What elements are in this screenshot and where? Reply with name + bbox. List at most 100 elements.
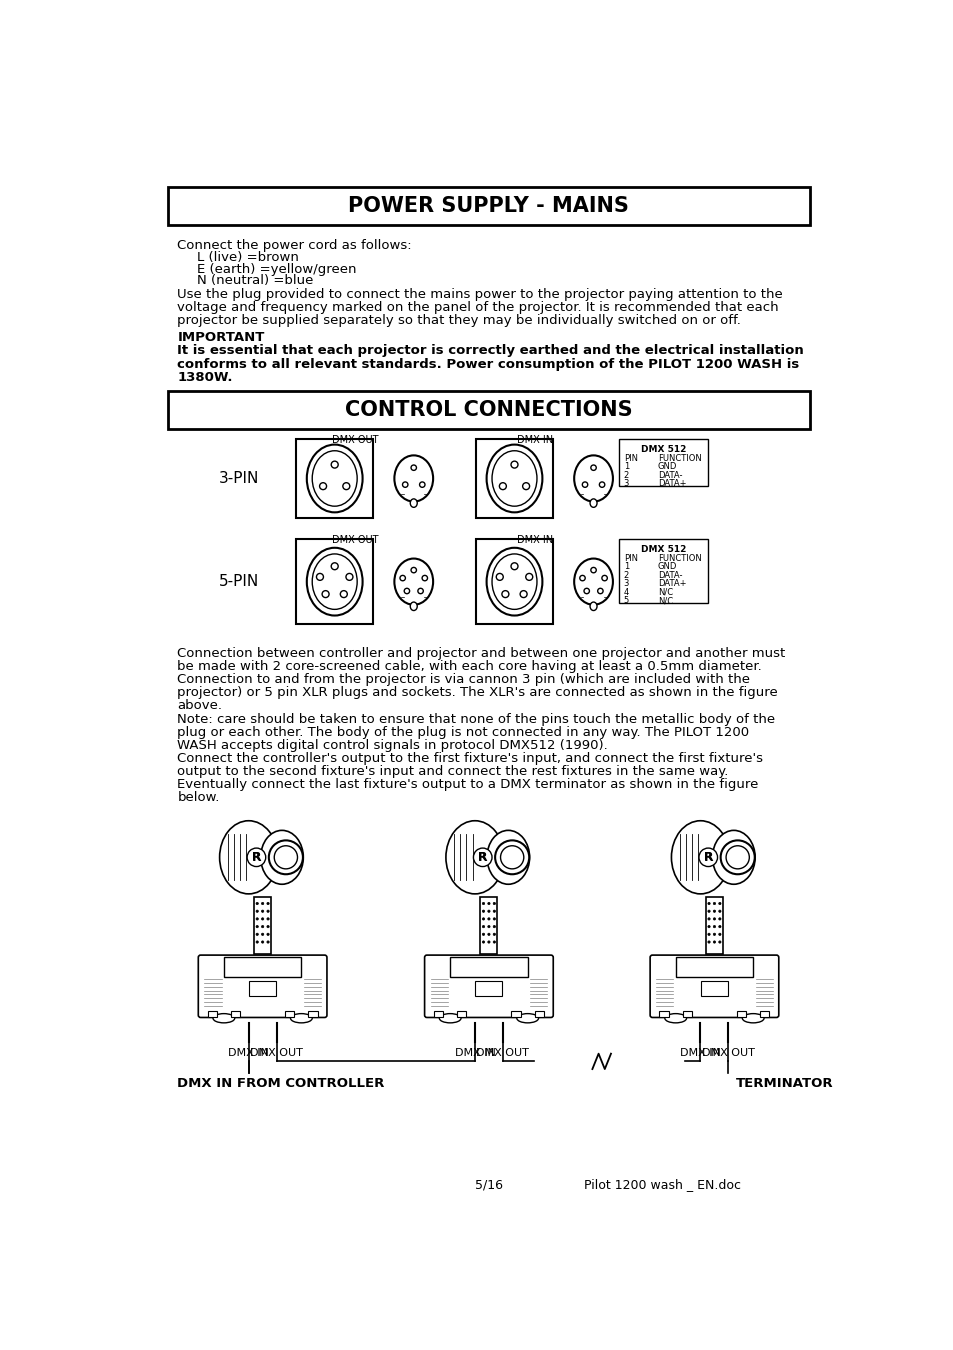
Circle shape <box>493 918 495 921</box>
Circle shape <box>255 918 258 921</box>
Text: Connect the controller's output to the first fixture's input, and connect the fi: Connect the controller's output to the f… <box>177 752 762 765</box>
Circle shape <box>707 926 709 927</box>
Text: DATA-: DATA- <box>658 471 681 479</box>
Circle shape <box>411 567 416 572</box>
Text: IMPORTANT: IMPORTANT <box>177 331 265 344</box>
Text: 3: 3 <box>623 479 628 489</box>
Circle shape <box>707 918 709 921</box>
Bar <box>659 1011 668 1017</box>
Text: 4: 4 <box>623 587 628 597</box>
Circle shape <box>500 845 523 869</box>
Text: 1: 1 <box>623 563 628 571</box>
Circle shape <box>713 910 715 913</box>
Bar <box>705 898 722 953</box>
Circle shape <box>261 933 264 936</box>
Circle shape <box>519 591 527 598</box>
Ellipse shape <box>410 602 416 610</box>
Ellipse shape <box>486 830 529 884</box>
FancyBboxPatch shape <box>649 954 778 1018</box>
Text: DMX 512: DMX 512 <box>640 444 685 454</box>
Circle shape <box>482 910 484 913</box>
Text: L (live) =brown: L (live) =brown <box>196 251 298 265</box>
Text: 1380W.: 1380W. <box>177 371 233 383</box>
Circle shape <box>713 902 715 905</box>
Circle shape <box>487 910 490 913</box>
Text: N/C: N/C <box>658 587 672 597</box>
Bar <box>231 1011 240 1017</box>
Text: Eventually connect the last fixture's output to a DMX terminator as shown in the: Eventually connect the last fixture's ou… <box>177 778 758 791</box>
Text: R: R <box>478 852 486 863</box>
Text: R: R <box>703 852 712 863</box>
Text: TERMINATOR: TERMINATOR <box>736 1077 833 1089</box>
Text: DMX IN FROM CONTROLLER: DMX IN FROM CONTROLLER <box>177 1077 384 1089</box>
Bar <box>476 439 553 518</box>
Circle shape <box>601 575 607 580</box>
Circle shape <box>255 926 258 927</box>
Ellipse shape <box>671 821 729 894</box>
Text: N (neutral) =blue: N (neutral) =blue <box>196 274 313 288</box>
Circle shape <box>402 482 408 487</box>
Text: voltage and frequency marked on the panel of the projector. It is recommended th: voltage and frequency marked on the pane… <box>177 301 779 313</box>
Text: DMX OUT: DMX OUT <box>332 535 377 544</box>
Circle shape <box>319 483 326 490</box>
Circle shape <box>482 941 484 944</box>
Circle shape <box>316 574 323 580</box>
Circle shape <box>322 591 329 598</box>
Text: 1: 1 <box>623 462 628 471</box>
Text: 3-PIN: 3-PIN <box>219 471 259 486</box>
Circle shape <box>487 933 490 936</box>
Ellipse shape <box>486 548 542 616</box>
Bar <box>475 980 502 996</box>
Bar <box>476 539 553 624</box>
Text: projector) or 5 pin XLR plugs and sockets. The XLR's are connected as shown in t: projector) or 5 pin XLR plugs and socket… <box>177 686 778 699</box>
Circle shape <box>487 941 490 944</box>
Circle shape <box>482 926 484 927</box>
Circle shape <box>720 840 754 875</box>
Text: DMX IN: DMX IN <box>228 1048 269 1058</box>
Bar <box>249 980 276 996</box>
Circle shape <box>261 910 264 913</box>
Text: CONTROL CONNECTIONS: CONTROL CONNECTIONS <box>345 400 632 420</box>
Text: 2: 2 <box>623 571 628 580</box>
Text: plug or each other. The body of the plug is not connected in any way. The PILOT : plug or each other. The body of the plug… <box>177 726 749 738</box>
Bar <box>618 539 707 603</box>
Bar <box>308 1011 317 1017</box>
Text: R: R <box>477 850 487 864</box>
Circle shape <box>522 483 529 490</box>
Text: Connection to and from the projector is via cannon 3 pin (which are included wit: Connection to and from the projector is … <box>177 674 750 686</box>
Circle shape <box>255 941 258 944</box>
Text: DMX IN: DMX IN <box>516 535 552 544</box>
Ellipse shape <box>312 451 356 506</box>
Circle shape <box>267 941 269 944</box>
Circle shape <box>511 462 517 468</box>
Text: DATA+: DATA+ <box>658 479 685 489</box>
Text: be made with 2 core-screened cable, with each core having at least a 0.5mm diame: be made with 2 core-screened cable, with… <box>177 660 761 674</box>
Text: projector be supplied separately so that they may be individually switched on or: projector be supplied separately so that… <box>177 313 740 327</box>
Circle shape <box>718 933 720 936</box>
Circle shape <box>267 933 269 936</box>
Ellipse shape <box>590 602 597 610</box>
Ellipse shape <box>307 444 362 513</box>
Circle shape <box>495 840 529 875</box>
Text: R: R <box>702 850 712 864</box>
Text: 3: 3 <box>623 579 628 589</box>
Ellipse shape <box>312 554 356 609</box>
Circle shape <box>404 589 409 594</box>
Circle shape <box>511 563 517 570</box>
Ellipse shape <box>219 821 277 894</box>
Circle shape <box>399 575 405 580</box>
Circle shape <box>267 926 269 927</box>
Circle shape <box>421 575 427 580</box>
Circle shape <box>493 941 495 944</box>
Text: below.: below. <box>177 791 219 805</box>
Circle shape <box>707 902 709 905</box>
Bar <box>618 439 707 486</box>
Text: DMX IN: DMX IN <box>454 1048 495 1058</box>
Circle shape <box>340 591 347 598</box>
Circle shape <box>713 926 715 927</box>
Text: 5-PIN: 5-PIN <box>219 574 259 589</box>
Circle shape <box>590 567 596 572</box>
Text: N/C: N/C <box>658 597 672 605</box>
Circle shape <box>417 589 423 594</box>
Bar <box>456 1011 466 1017</box>
